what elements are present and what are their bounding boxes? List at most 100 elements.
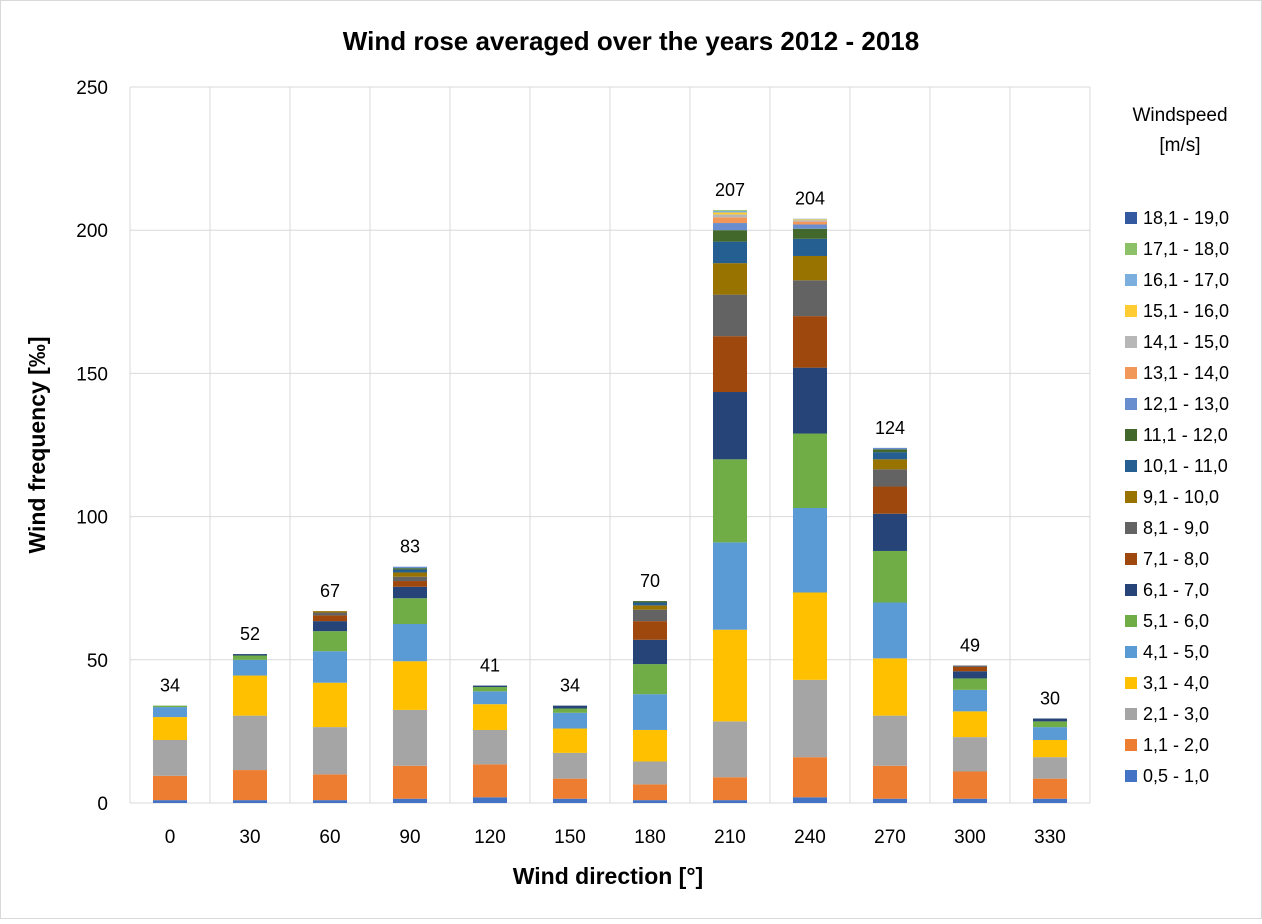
bar-segment [233, 770, 267, 801]
bar-segment [233, 659, 267, 676]
bar-segment [313, 611, 347, 613]
bar-segment [793, 228, 827, 239]
bar-segment [713, 263, 747, 295]
bar-segment [393, 624, 427, 662]
bar-total-label: 67 [320, 581, 340, 601]
bar-segment [793, 679, 827, 758]
legend-label: 8,1 - 9,0 [1143, 518, 1209, 538]
bar-segment [873, 452, 907, 460]
bar-segment [473, 797, 507, 803]
bar-segment [233, 675, 267, 716]
bar-segment [153, 775, 187, 801]
bar-segment [1033, 721, 1067, 728]
bar-segment [153, 705, 187, 708]
legend-swatch [1125, 677, 1137, 689]
bar-segment [793, 220, 827, 222]
legend-items: 18,1 - 19,0 17,1 - 18,0 16,1 - 17,0 15,1 - … [1125, 208, 1229, 786]
bar-segment [633, 784, 667, 801]
bar-total-label: 70 [640, 571, 660, 591]
bar-segment [393, 586, 427, 599]
y-tick-label: 0 [97, 794, 108, 815]
bar-segment [153, 800, 187, 803]
bar-segment [393, 661, 427, 710]
x-axis-title: Wind direction [°] [513, 863, 703, 889]
bar-segment [553, 778, 587, 799]
bar-segment [633, 609, 667, 622]
bar-segment [713, 230, 747, 242]
bar-segment [713, 777, 747, 801]
bar-segment [393, 581, 427, 587]
bar-segment [713, 721, 747, 778]
bar-segment [953, 671, 987, 679]
x-tick-label: 60 [319, 827, 340, 848]
legend-swatch [1125, 429, 1137, 441]
bar-segment [713, 392, 747, 460]
y-axis-ticks: 0 50 100 150 200 250 [76, 78, 108, 815]
bar-total-label: 34 [560, 676, 580, 696]
legend-label: 2,1 - 3,0 [1143, 704, 1209, 724]
legend: Windspeed [m/s] 18,1 - 19,0 17,1 - 18,0 16… [1125, 105, 1229, 786]
x-tick-label: 300 [954, 827, 986, 848]
bar-segment [233, 800, 267, 803]
bar-segment [313, 727, 347, 775]
bar-segment [1033, 727, 1067, 740]
bar-segment [313, 682, 347, 728]
bar-total-label: 49 [960, 636, 980, 656]
legend-label: 4,1 - 5,0 [1143, 642, 1209, 662]
bar-segment [473, 729, 507, 765]
legend-swatch [1125, 584, 1137, 596]
legend-label: 15,1 - 16,0 [1143, 301, 1229, 321]
x-tick-label: 90 [399, 827, 420, 848]
legend-title-line2: [m/s] [1159, 135, 1200, 156]
legend-title-line1: Windspeed [1132, 105, 1227, 126]
bar-segment [313, 651, 347, 683]
bar-total-label: 52 [240, 624, 260, 644]
bar-segment [233, 715, 267, 771]
bar-segment [393, 576, 427, 582]
bar-segment [793, 367, 827, 434]
legend-swatch [1125, 398, 1137, 410]
x-tick-label: 210 [714, 827, 746, 848]
bar-segment [1033, 757, 1067, 779]
bar-segment [633, 602, 667, 606]
bar-segment [713, 210, 747, 212]
legend-label: 5,1 - 6,0 [1143, 611, 1209, 631]
bar-segment [873, 469, 907, 487]
legend-swatch [1125, 367, 1137, 379]
bar-segment [553, 712, 587, 729]
x-tick-label: 150 [554, 827, 586, 848]
legend-swatch [1125, 336, 1137, 348]
bar-segment [633, 621, 667, 640]
bar-segment [153, 717, 187, 740]
legend-label: 6,1 - 7,0 [1143, 580, 1209, 600]
legend-label: 0,5 - 1,0 [1143, 766, 1209, 786]
bar-segment [713, 294, 747, 337]
bar-segment [473, 687, 507, 692]
bar-segment [793, 224, 827, 229]
bar-segment [393, 569, 427, 573]
bar-segment [553, 752, 587, 779]
legend-swatch [1125, 305, 1137, 317]
x-tick-label: 270 [874, 827, 906, 848]
gridlines [129, 86, 1091, 804]
legend-label: 3,1 - 4,0 [1143, 673, 1209, 693]
bar-segment [953, 666, 987, 672]
bar-segment [873, 602, 907, 659]
bar-total-label: 204 [795, 189, 825, 209]
bar-segment [793, 218, 827, 220]
bar-segment [1033, 778, 1067, 799]
x-tick-label: 0 [165, 827, 176, 848]
bar-segment [953, 689, 987, 712]
legend-swatch [1125, 460, 1137, 472]
bar-segment [713, 336, 747, 393]
legend-label: 10,1 - 11,0 [1143, 456, 1228, 476]
legend-swatch [1125, 553, 1137, 565]
bar-segment [633, 601, 667, 603]
y-tick-label: 100 [76, 508, 108, 529]
bar-segment [793, 280, 827, 317]
bar-segment [473, 764, 507, 798]
bar-segment [553, 708, 587, 713]
bar-segment [873, 486, 907, 514]
